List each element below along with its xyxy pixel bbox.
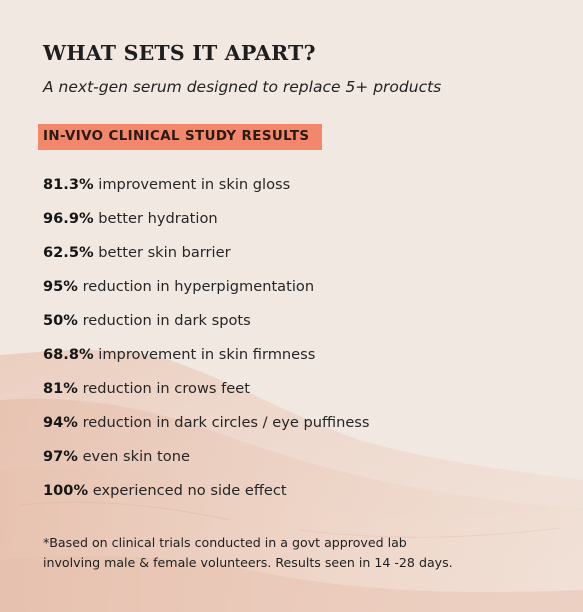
result-value: 81% (43, 380, 78, 397)
section-badge: IN-VIVO CLINICAL STUDY RESULTS (38, 124, 323, 150)
result-value: 96.9% (43, 210, 94, 227)
list-item: 81.3% improvement in skin gloss (43, 175, 370, 209)
result-text: reduction in hyperpigmentation (77, 278, 315, 295)
result-text: better hydration (93, 210, 218, 227)
footnote-line: involving male & female volunteers. Resu… (43, 555, 453, 570)
result-text: reduction in dark spots (77, 312, 251, 329)
result-value: 100% (43, 482, 89, 499)
result-text: improvement in skin firmness (93, 346, 316, 363)
list-item: 94% reduction in dark circles / eye puff… (43, 413, 370, 447)
result-text: experienced no side effect (88, 482, 287, 499)
section-badge-label: IN-VIVO CLINICAL STUDY RESULTS (43, 129, 310, 144)
result-value: 94% (43, 414, 78, 431)
footnote-line: *Based on clinical trials conducted in a… (43, 535, 407, 550)
result-value: 81.3% (43, 176, 94, 193)
result-value: 95% (43, 278, 78, 295)
result-text: better skin barrier (93, 244, 231, 261)
result-value: 62.5% (43, 244, 94, 261)
result-value: 97% (43, 448, 78, 465)
list-item: 81% reduction in crows feet (43, 379, 370, 413)
list-item: 50% reduction in dark spots (43, 311, 370, 345)
result-text: improvement in skin gloss (93, 176, 291, 193)
results-list: 81.3% improvement in skin gloss 96.9% be… (43, 175, 370, 515)
result-text: reduction in crows feet (77, 380, 250, 397)
page-title: WHAT SETS IT APART? (43, 41, 316, 65)
list-item: 68.8% improvement in skin firmness (43, 345, 370, 379)
list-item: 97% even skin tone (43, 447, 370, 481)
list-item: 96.9% better hydration (43, 209, 370, 243)
result-text: reduction in dark circles / eye puffines… (77, 414, 370, 431)
page-subtitle: A next-gen serum designed to replace 5+ … (43, 78, 442, 96)
list-item: 62.5% better skin barrier (43, 243, 370, 277)
list-item: 95% reduction in hyperpigmentation (43, 277, 370, 311)
list-item: 100% experienced no side effect (43, 481, 370, 515)
footnote: *Based on clinical trials conducted in a… (43, 533, 563, 573)
result-text: even skin tone (77, 448, 190, 465)
result-value: 50% (43, 312, 78, 329)
result-value: 68.8% (43, 346, 94, 363)
